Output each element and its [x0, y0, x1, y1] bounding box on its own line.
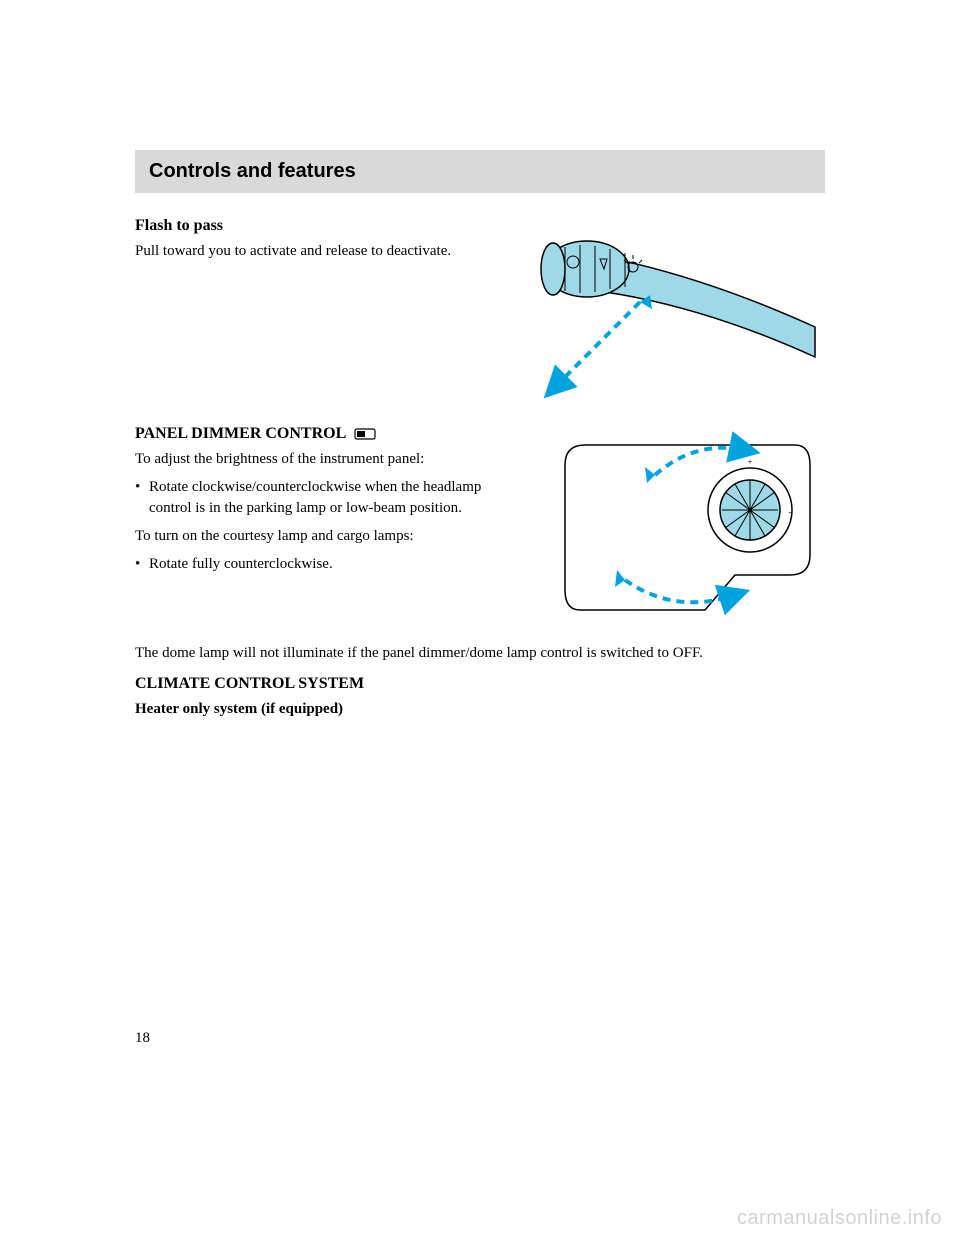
dimmer-bullet-2: Rotate fully counterclockwise. [135, 554, 505, 574]
dimmer-heading-text: PANEL DIMMER CONTROL [135, 425, 346, 443]
flash-heading: Flash to pass [135, 217, 505, 235]
courtesy-intro: To turn on the courtesy lamp and cargo l… [135, 526, 505, 546]
dimmer-list-2: Rotate fully counterclockwise. [135, 554, 505, 574]
panel-dimmer-row: PANEL DIMMER CONTROL To adjust the brigh… [135, 425, 825, 625]
page-number: 18 [135, 1030, 150, 1047]
dimmer-icon [354, 426, 376, 442]
svg-text:+: + [747, 457, 752, 467]
dimmer-diagram: + - [525, 425, 825, 625]
dimmer-note: The dome lamp will not illuminate if the… [135, 643, 825, 663]
flash-to-pass-row: Flash to pass Pull toward you to activat… [135, 217, 825, 407]
climate-heading: CLIMATE CONTROL SYSTEM [135, 675, 825, 693]
dimmer-list-1: Rotate clockwise/counterclockwise when t… [135, 477, 505, 518]
section-header-text: Controls and features [149, 160, 356, 182]
svg-text:-: - [789, 507, 792, 517]
dimmer-bullet-1: Rotate clockwise/counterclockwise when t… [135, 477, 505, 518]
stalk-diagram [525, 217, 825, 407]
climate-sub: Heater only system (if equipped) [135, 701, 825, 718]
flash-text: Pull toward you to activate and release … [135, 241, 505, 261]
section-header: Controls and features [135, 150, 825, 193]
watermark: carmanualsonline.info [737, 1207, 942, 1230]
dimmer-intro: To adjust the brightness of the instrume… [135, 449, 505, 469]
dimmer-heading: PANEL DIMMER CONTROL [135, 425, 505, 443]
